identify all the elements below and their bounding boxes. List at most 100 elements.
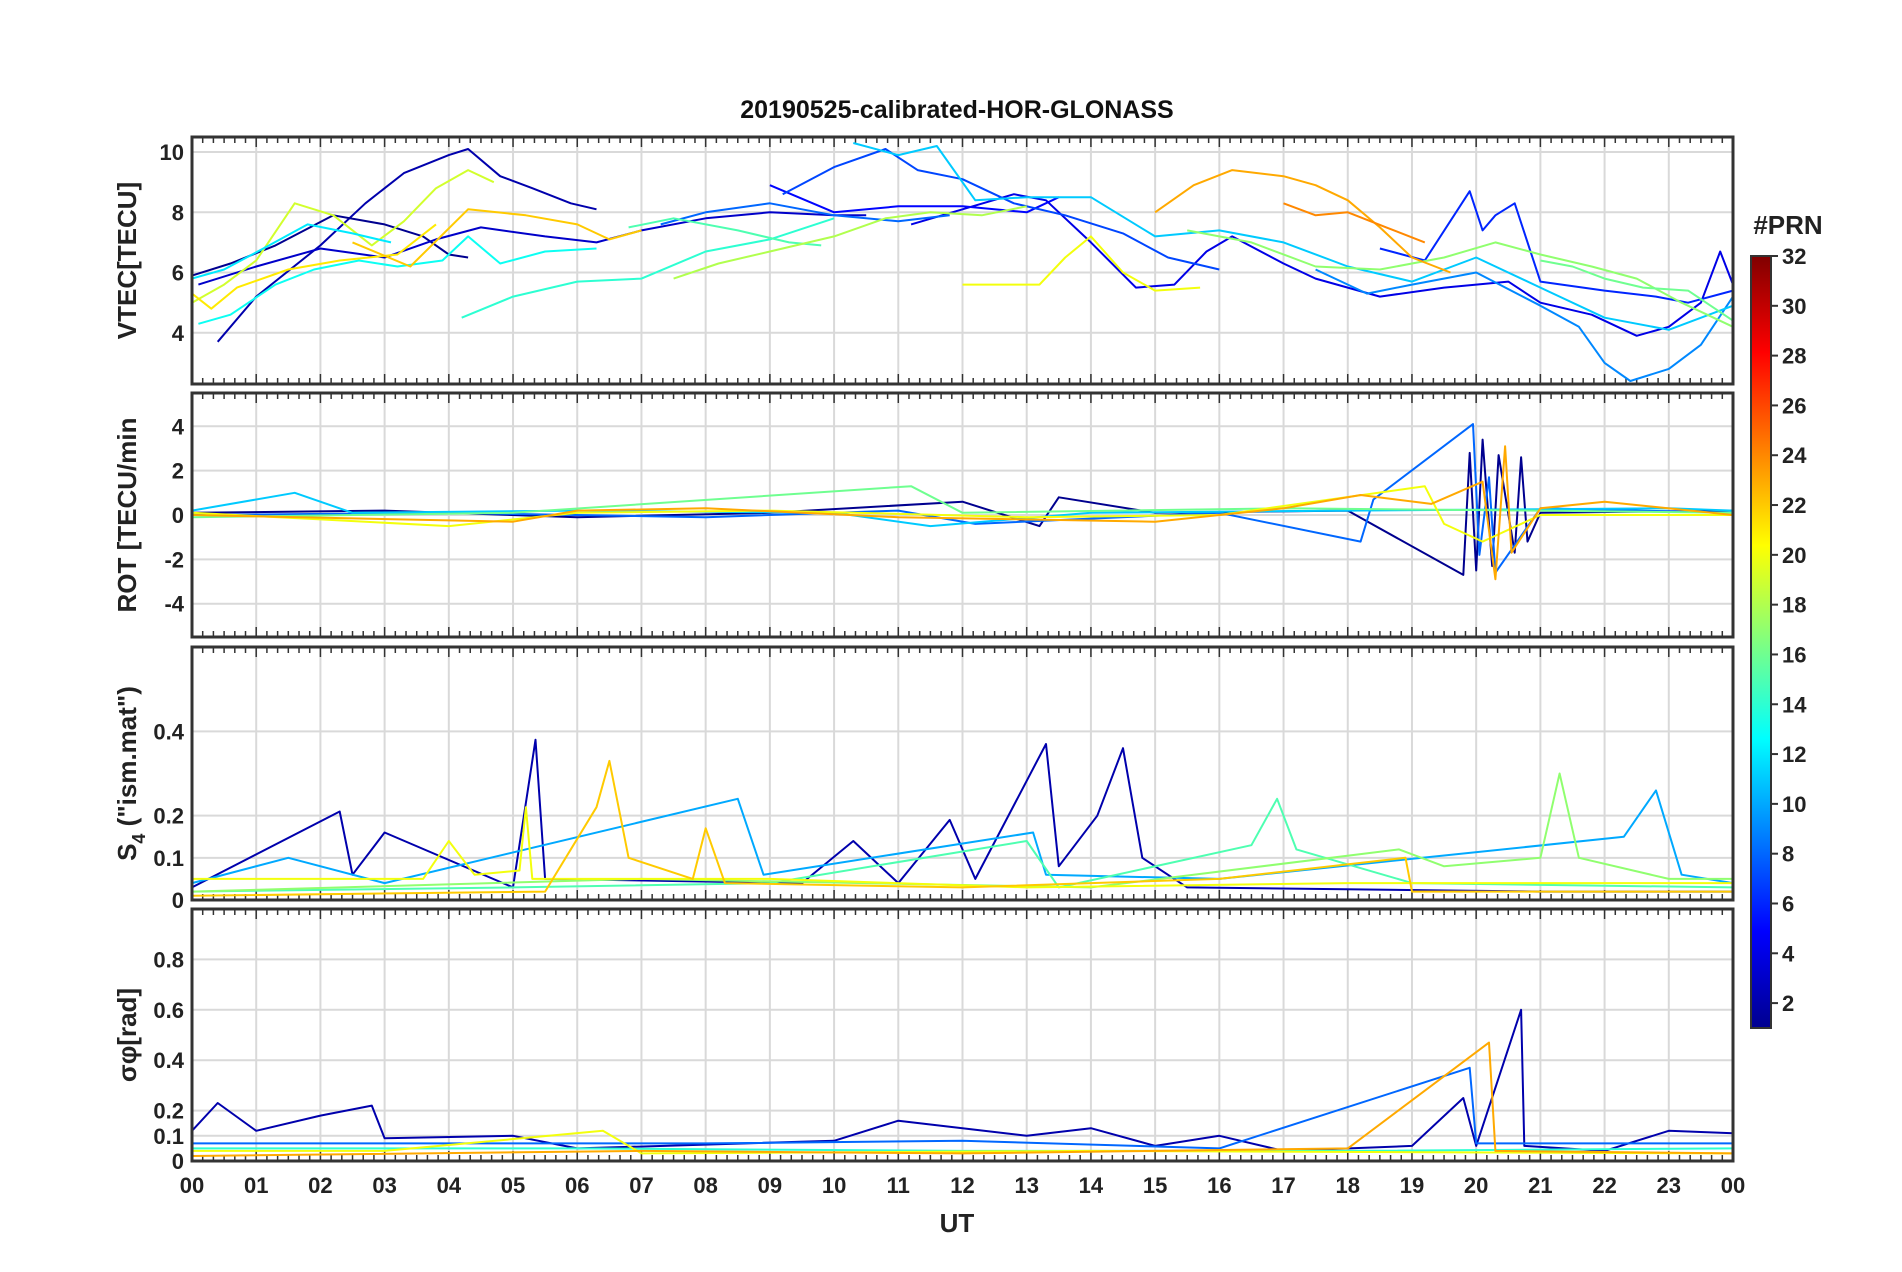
colorbar-tick-label: 16	[1782, 642, 1806, 667]
axes-frame	[190, 391, 1735, 639]
series-prn-20	[192, 806, 1733, 889]
y-axis-title: ROT [TECU/min	[112, 418, 142, 613]
x-tick-label: 00	[1721, 1173, 1745, 1198]
y-tick-label: 0.8	[153, 947, 184, 972]
series-prn-13	[198, 235, 597, 325]
colorbar-title: #PRN	[1753, 210, 1822, 240]
series-prn-3	[198, 211, 867, 286]
y-tick-label: 4	[172, 414, 185, 439]
y-axis-title: S4 ("ism.mat")	[112, 686, 149, 861]
series-prn-17	[191, 772, 1733, 893]
series-prn-22	[352, 208, 642, 268]
x-tick-label: 00	[180, 1173, 204, 1198]
series-prn-24	[1283, 202, 1426, 244]
y-tick-label: -2	[164, 547, 184, 572]
x-tick-label: 12	[950, 1173, 974, 1198]
x-tick-label: 07	[629, 1173, 653, 1198]
series-prn-20	[191, 485, 1733, 543]
series-prn-8	[192, 1066, 1733, 1150]
x-tick-label: 02	[308, 1173, 332, 1198]
series-prn-20	[962, 235, 1201, 292]
panel-2: -4 -2 0 2 4 ROT [TECU/min	[112, 391, 1735, 639]
x-tick-label: 08	[693, 1173, 717, 1198]
colorbar-tick-label: 32	[1782, 244, 1806, 269]
colorbar-tick-label: 4	[1782, 941, 1795, 966]
series-prn-5	[769, 184, 1060, 214]
x-tick-label: 21	[1528, 1173, 1552, 1198]
y-tick-label: 0.6	[153, 998, 184, 1023]
series-prn-22	[191, 759, 1733, 897]
x-axis-title: UT	[940, 1208, 975, 1238]
colorbar-tick-label: 30	[1782, 294, 1806, 319]
colorbar-tick-label: 18	[1782, 593, 1806, 618]
y-tick-label: 0.2	[153, 804, 184, 829]
x-tick-label: 01	[244, 1173, 268, 1198]
series-prn-9	[1315, 268, 1734, 382]
y-tick-label: 2	[172, 459, 184, 484]
x-tick-label: 09	[758, 1173, 782, 1198]
series-prn-15	[628, 217, 822, 247]
x-tick-label: 11	[887, 1173, 910, 1198]
y-tick-label: 0	[172, 888, 184, 913]
x-tick-label: 06	[565, 1173, 589, 1198]
colorbar-gradient	[1750, 255, 1772, 1029]
y-tick-label: 4	[172, 321, 185, 346]
x-tick-label: 05	[501, 1173, 525, 1198]
axes-frame	[190, 135, 1735, 386]
y-axis-title: σφ[rad]	[112, 988, 142, 1082]
x-tick-label: 13	[1014, 1173, 1038, 1198]
panel-3: 0 0.1 0.2 0.4S4 ("ism.mat")	[112, 645, 1735, 913]
series-prn-14	[461, 217, 835, 319]
chart-title: 20190525-calibrated-HOR-GLONASS	[740, 96, 1173, 124]
colorbar-tick-label: 10	[1782, 792, 1806, 817]
series-prn-2	[191, 1008, 1734, 1152]
y-tick-label: 0.1	[153, 1124, 184, 1149]
colorbar-tick-label: 26	[1782, 393, 1806, 418]
series-prn-23	[191, 1041, 1734, 1157]
series-prn-23	[191, 445, 1734, 581]
x-tick-label: 18	[1336, 1173, 1360, 1198]
series-prn-6	[1379, 190, 1734, 304]
y-tick-label: 6	[172, 261, 184, 286]
colorbar-tick-label: 24	[1782, 443, 1807, 468]
series-prn-7	[782, 148, 1220, 271]
y-tick-label: 0	[172, 503, 184, 528]
y-tick-label: 0.1	[153, 846, 184, 871]
series-prn-2	[191, 738, 1733, 893]
colorbar-tick-label: 8	[1782, 842, 1794, 867]
colorbar-tick-label: 28	[1782, 344, 1806, 369]
x-tick-label: 16	[1207, 1173, 1231, 1198]
axes-frame	[190, 645, 1735, 902]
series-prn-11	[853, 142, 1734, 331]
series-prn-12	[191, 223, 392, 280]
series-prn-19	[191, 169, 495, 304]
x-tick-label: 14	[1079, 1173, 1104, 1198]
x-tick-label: 23	[1657, 1173, 1681, 1198]
panel-4: 00.10.2 0.4 0.6 0.8 σφ[rad]	[112, 907, 1735, 1174]
series-prn-21	[191, 223, 437, 310]
series-prn-17	[1187, 229, 1734, 328]
y-tick-label: -4	[164, 592, 184, 617]
x-tick-label: 20	[1464, 1173, 1488, 1198]
y-tick-label: 8	[172, 200, 184, 225]
series-prn-8	[660, 202, 950, 226]
series-prn-16	[1540, 259, 1734, 322]
x-tick-label: 19	[1400, 1173, 1424, 1198]
series-prn-2	[216, 148, 597, 343]
colorbar-tick-label: 6	[1782, 891, 1794, 916]
x-tick-label: 17	[1271, 1173, 1295, 1198]
series-prn-15	[191, 797, 1734, 893]
x-tick-label: 15	[1143, 1173, 1167, 1198]
y-axis-title: VTEC[TECU]	[112, 182, 142, 339]
panel-1: 4 6 8 10 VTEC[TECU]	[112, 135, 1735, 386]
y-tick-label: 0	[172, 1149, 184, 1174]
colorbar-tick-label: 2	[1782, 991, 1794, 1016]
x-tick-label: 10	[822, 1173, 846, 1198]
x-tick-label: 22	[1592, 1173, 1616, 1198]
colorbar-tick-label: 22	[1782, 493, 1806, 518]
series-prn-1	[191, 214, 469, 277]
colorbar-tick-label: 20	[1782, 543, 1806, 568]
